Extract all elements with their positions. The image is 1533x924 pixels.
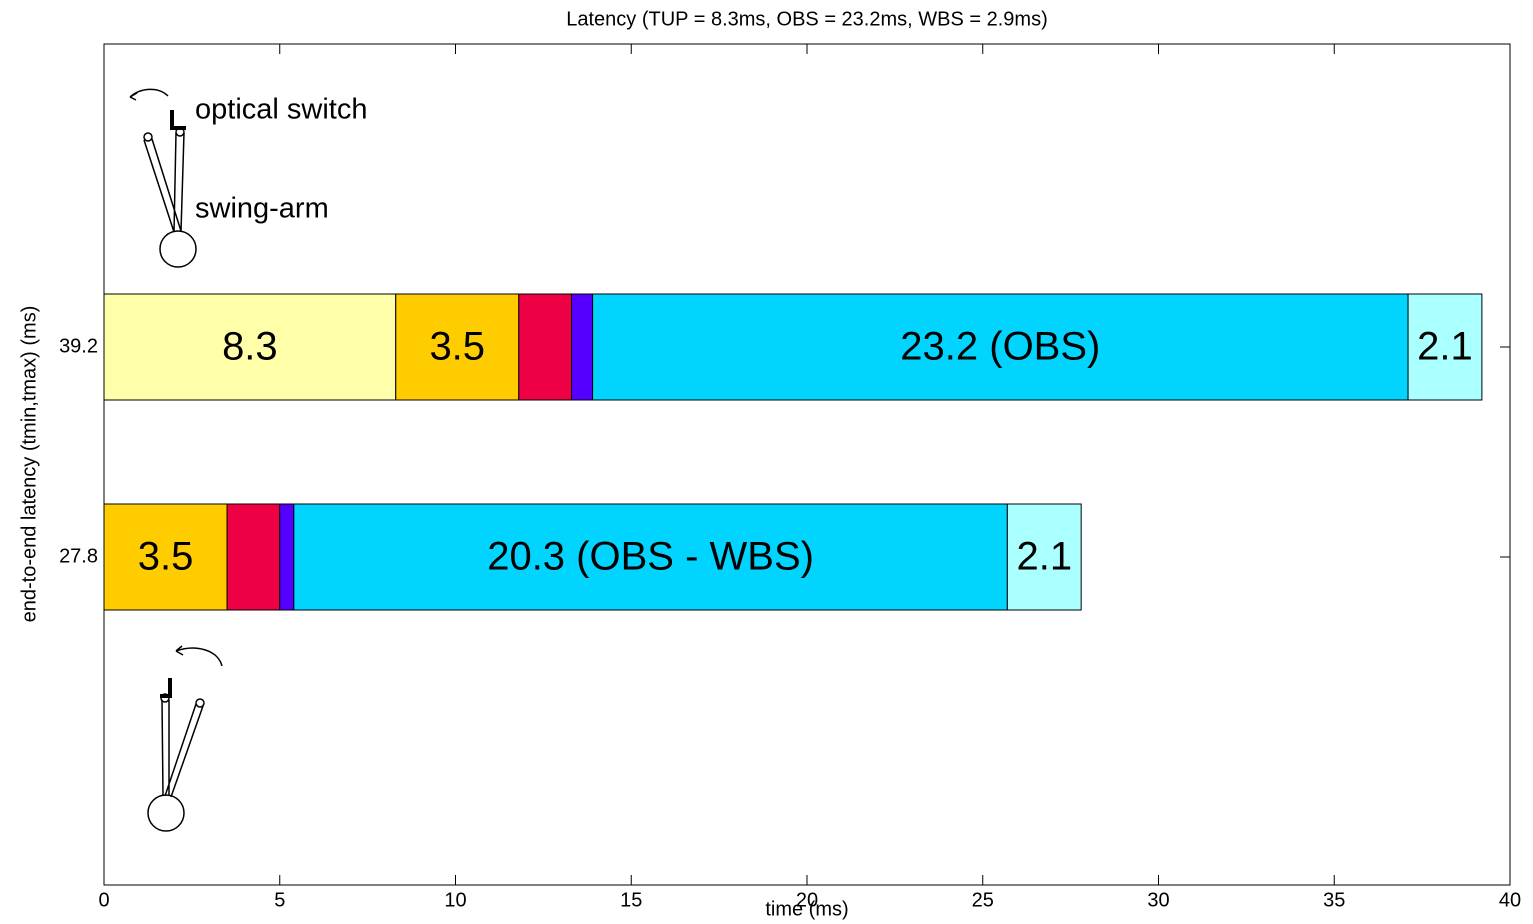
y-axis-label: end-to-end latency (tmin,tmax) (ms) [18,306,40,623]
value-label: 2.1 [1417,325,1473,369]
x-tick-label: 30 [1147,889,1169,911]
swing-arm-diagram [148,646,222,831]
x-tick-label: 0 [98,889,109,911]
value-label: 23.2 (OBS) [900,325,1100,369]
bar-segment [519,294,572,400]
x-tick-label: 40 [1499,889,1521,911]
x-tick-label: 5 [274,889,285,911]
x-tick-label: 25 [972,889,994,911]
x-tick-label: 15 [620,889,642,911]
annotation: optical switch [195,94,367,126]
chart-title: Latency (TUP = 8.3ms, OBS = 23.2ms, WBS … [566,8,1047,30]
bar-segment [571,294,592,400]
value-label: 8.3 [222,325,278,369]
value-label: 20.3 (OBS - WBS) [487,535,814,579]
x-tick-label: 20 [796,889,818,911]
annotation: swing-arm [195,193,329,225]
plot-frame [104,44,1510,885]
swing-arm-diagram [130,89,196,267]
value-label: 3.5 [429,325,485,369]
x-tick-label: 10 [444,889,466,911]
page: Latency (TUP = 8.3ms, OBS = 23.2ms, WBS … [0,0,1533,924]
value-label: 3.5 [138,535,194,579]
x-tick-label: 35 [1323,889,1345,911]
chart: Latency (TUP = 8.3ms, OBS = 23.2ms, WBS … [0,0,1533,924]
y-tick-label: 27.8 [59,545,98,567]
bar-segment [227,504,280,610]
bar-segment [280,504,294,610]
value-label: 2.1 [1016,535,1072,579]
y-tick-label: 39.2 [59,335,98,357]
